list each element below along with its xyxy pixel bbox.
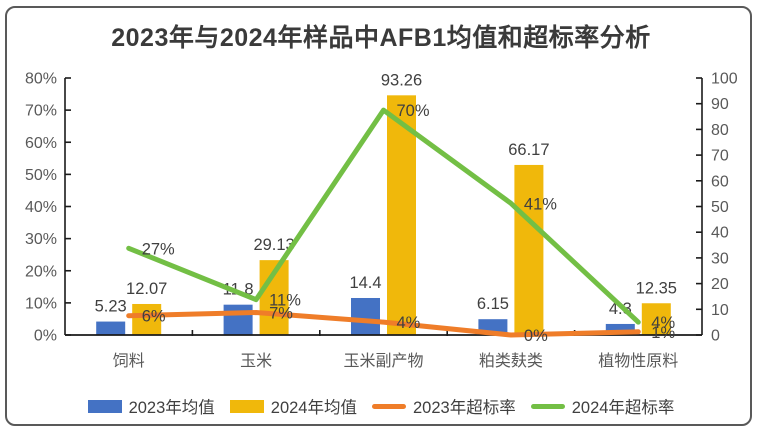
right-axis-tick-label: 0	[711, 328, 720, 345]
line-data-label: 6%	[142, 308, 166, 326]
left-axis-tick-label: 60%	[25, 135, 57, 152]
legend-label: 2023年超标率	[413, 399, 516, 417]
category-label: 植物性原料	[598, 352, 678, 370]
line-data-label: 4%	[397, 314, 421, 332]
bar-data-label: 5.23	[95, 298, 127, 316]
bar	[387, 95, 416, 335]
line-path	[126, 310, 641, 338]
bar-data-label: 29.13	[253, 236, 294, 254]
chart-title: 2023年与2024年样品中AFB1均值和超标率分析	[111, 24, 651, 52]
legend-bar-swatch-icon	[87, 399, 122, 413]
chart-legend: 2023年均值 2024年均值 2023年超标率 2024年超标率	[0, 390, 762, 422]
legend-bar-swatch-icon	[229, 399, 264, 413]
bar	[514, 164, 544, 335]
category-label: 玉米	[240, 352, 272, 370]
line-data-label: 7%	[269, 305, 293, 323]
bar-data-label: 12.35	[636, 279, 677, 297]
left-axis-tick-label: 50%	[25, 167, 57, 184]
chart-frame	[5, 6, 752, 426]
legend-item-2024年超标率: 2024年超标率	[530, 394, 675, 418]
bar-data-label: 14.4	[349, 274, 381, 292]
right-axis-tick-label: 70	[711, 148, 729, 165]
bar-data-label: 93.26	[381, 71, 422, 89]
category-label: 粕类麸类	[479, 352, 543, 370]
bar-data-label: 6.15	[477, 295, 509, 313]
line-data-label: 41%	[524, 195, 557, 213]
line-data-label: 0%	[524, 327, 548, 345]
left-axis-tick-label: 20%	[25, 263, 57, 280]
right-axis-tick-label: 100	[711, 71, 738, 88]
line-data-label: 1%	[651, 324, 675, 342]
line-path	[126, 107, 641, 325]
line-data-label: 4%	[651, 314, 675, 332]
left-axis-tick-label: 80%	[25, 71, 57, 88]
right-axis-tick-label: 50	[711, 199, 729, 216]
right-axis-tick-label: 80	[711, 122, 729, 139]
legend-item-2023年均值: 2023年均值	[87, 394, 215, 418]
line-series-2024年超标率: 27% 11% 70% 41% 4%	[126, 102, 675, 332]
right-axis-tick-label: 40	[711, 225, 729, 242]
right-axis-tick-label: 30	[711, 250, 729, 267]
line-data-label: 11%	[269, 292, 301, 310]
line-series-2023年超标率: 6% 7% 4% 0% 1%	[126, 305, 675, 345]
right-axis-tick-label: 60	[711, 173, 729, 190]
bar	[351, 297, 380, 335]
legend-label: 2024年均值	[270, 399, 357, 417]
right-axis-tick-label: 90	[711, 96, 729, 113]
left-axis-tick-label: 40%	[25, 199, 57, 216]
line-data-label: 70%	[397, 102, 430, 120]
bar	[641, 303, 671, 335]
bar-data-label: 66.17	[508, 141, 549, 159]
bar	[96, 321, 126, 335]
legend-line-swatch-icon	[530, 403, 565, 409]
left-axis-tick-label: 70%	[25, 103, 57, 120]
legend-item-2023年超标率: 2023年超标率	[372, 394, 516, 418]
bar-data-label: 12.07	[126, 280, 167, 298]
legend-line-swatch-icon	[372, 403, 406, 409]
bar	[223, 304, 253, 335]
line-data-label: 27%	[142, 240, 175, 258]
left-axis-tick-label: 0%	[34, 328, 57, 345]
bar-series-2024年均值: 12.07 29.13 93.26 66.17 12.35	[126, 71, 677, 335]
category-label: 玉米副产物	[343, 352, 423, 370]
left-axis-tick-label: 10%	[25, 295, 57, 312]
category-label: 饲料	[113, 352, 145, 370]
left-axis-tick-label: 30%	[25, 231, 57, 248]
legend-label: 2024年超标率	[571, 399, 675, 417]
right-axis-tick-label: 10	[711, 302, 729, 319]
bar	[132, 303, 162, 335]
legend-label: 2023年均值	[128, 399, 215, 417]
bar	[605, 323, 635, 335]
legend-item-2024年均值: 2024年均值	[229, 394, 357, 418]
right-axis-tick-label: 20	[711, 276, 729, 293]
